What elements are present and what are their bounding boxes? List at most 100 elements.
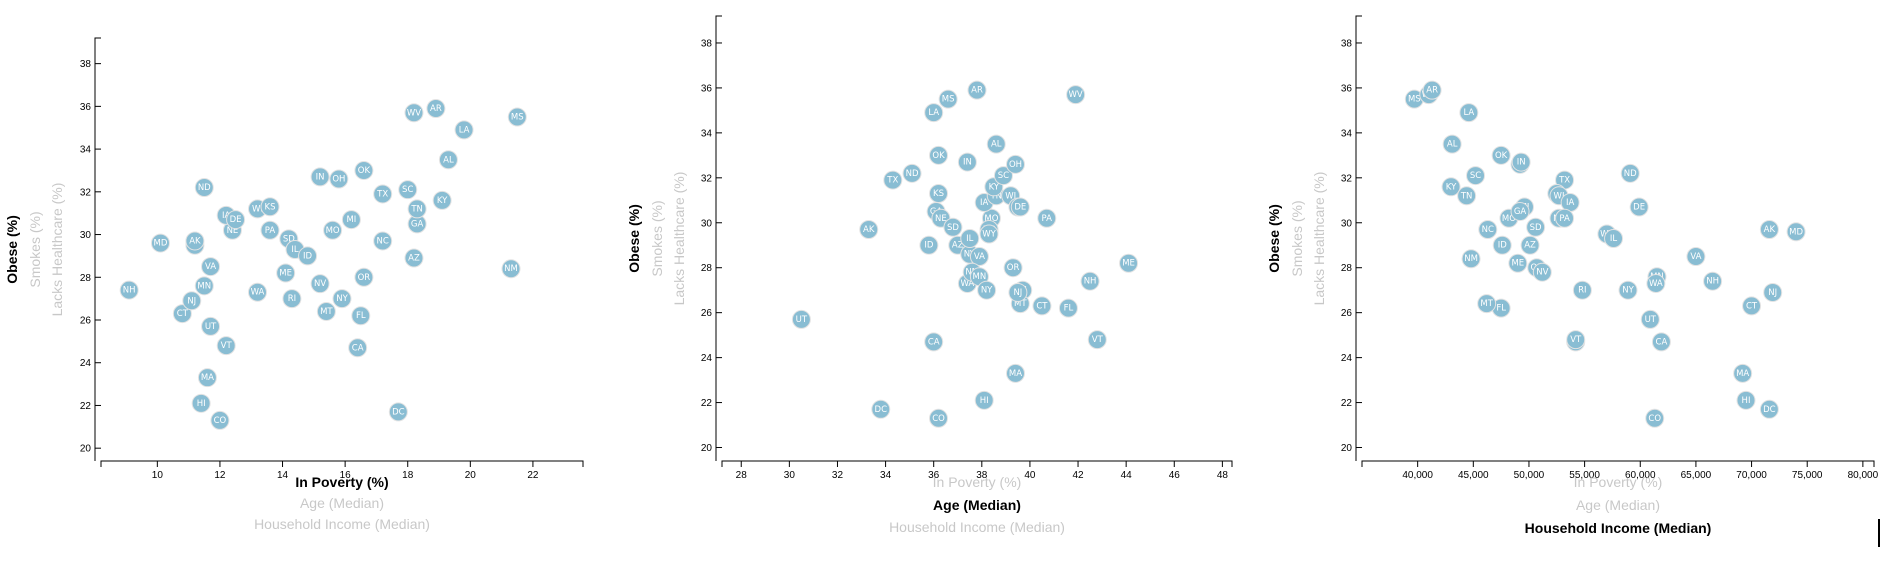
state-point-id[interactable]: [298, 246, 318, 266]
state-point-wv[interactable]: [1066, 85, 1086, 105]
state-point-az[interactable]: [404, 248, 424, 268]
y-axis-label-option-2[interactable]: Smokes (%): [1289, 200, 1305, 276]
state-point-co[interactable]: [1645, 408, 1665, 428]
y-axis-label-option-2[interactable]: Smokes (%): [649, 200, 665, 276]
state-point-hi[interactable]: [191, 393, 211, 413]
state-point-nj[interactable]: [1008, 282, 1028, 302]
state-point-hi[interactable]: [974, 390, 994, 410]
state-point-nh[interactable]: [1703, 271, 1723, 291]
state-point-ny[interactable]: [977, 280, 997, 300]
state-point-dc[interactable]: [1759, 399, 1779, 419]
state-point-hi[interactable]: [1736, 390, 1756, 410]
x-axis-label-option-3[interactable]: Household Income (Median): [1525, 520, 1712, 536]
state-point-pa[interactable]: [1037, 208, 1057, 228]
state-point-ny[interactable]: [1618, 280, 1638, 300]
y-axis-label-option-3[interactable]: Lacks Healthcare (%): [49, 183, 65, 317]
y-axis-label-option-2[interactable]: Smokes (%): [27, 211, 43, 287]
state-point-ar[interactable]: [426, 99, 446, 118]
x-axis-label-option-1[interactable]: In Poverty (%): [295, 474, 388, 490]
state-point-nj[interactable]: [182, 291, 202, 311]
state-point-il[interactable]: [1604, 229, 1624, 248]
state-point-ky[interactable]: [432, 190, 452, 210]
state-point-md[interactable]: [1786, 222, 1806, 242]
state-point-or[interactable]: [1003, 258, 1023, 278]
state-point-va[interactable]: [969, 246, 989, 266]
x-axis-label-option-3[interactable]: Household Income (Median): [889, 519, 1065, 535]
state-point-id[interactable]: [1492, 235, 1512, 255]
x-axis-label-option-1[interactable]: In Poverty (%): [1574, 474, 1663, 490]
state-point-nc[interactable]: [1478, 220, 1498, 240]
state-point-la[interactable]: [924, 103, 944, 123]
x-axis-label-option-2[interactable]: Age (Median): [1576, 497, 1660, 513]
state-point-ak[interactable]: [1759, 220, 1779, 240]
state-point-ak[interactable]: [859, 220, 879, 240]
state-point-vt[interactable]: [1087, 330, 1107, 350]
state-point-nd[interactable]: [1620, 163, 1640, 183]
state-point-ca[interactable]: [1651, 332, 1671, 352]
state-point-ct[interactable]: [172, 304, 192, 324]
state-point-nm[interactable]: [1461, 249, 1481, 269]
state-point-ct[interactable]: [1742, 296, 1762, 316]
y-axis-label-option-3[interactable]: Lacks Healthcare (%): [671, 172, 687, 306]
state-point-mn[interactable]: [194, 276, 214, 296]
state-point-nh[interactable]: [1080, 271, 1100, 291]
state-point-ok[interactable]: [354, 160, 374, 180]
state-point-ct[interactable]: [1032, 296, 1052, 316]
y-axis-label-option-1[interactable]: Obese (%): [4, 215, 20, 283]
state-point-dc[interactable]: [388, 402, 408, 422]
state-point-oh[interactable]: [329, 169, 349, 189]
state-point-va[interactable]: [201, 257, 221, 277]
state-point-wa[interactable]: [247, 282, 267, 302]
state-point-co[interactable]: [929, 408, 949, 428]
state-point-ut[interactable]: [1640, 309, 1660, 329]
state-point-ma[interactable]: [1005, 363, 1025, 383]
state-point-nh[interactable]: [119, 280, 139, 300]
state-point-sc[interactable]: [993, 166, 1013, 186]
state-point-mi[interactable]: [341, 210, 361, 230]
state-point-tx[interactable]: [883, 170, 903, 190]
state-point-fl[interactable]: [351, 306, 371, 326]
state-point-dc[interactable]: [871, 399, 891, 419]
state-point-oh[interactable]: [1005, 154, 1025, 174]
state-point-nv[interactable]: [310, 274, 330, 294]
state-point-la[interactable]: [454, 120, 474, 140]
state-point-wy[interactable]: [979, 224, 999, 244]
state-point-sc[interactable]: [398, 180, 418, 200]
state-point-ca[interactable]: [924, 332, 944, 352]
state-point-va[interactable]: [1686, 246, 1706, 266]
state-point-de[interactable]: [226, 210, 246, 230]
state-point-in[interactable]: [310, 167, 330, 187]
state-point-ok[interactable]: [929, 145, 949, 165]
x-axis-label-option-2[interactable]: Age (Median): [933, 497, 1021, 513]
state-point-mt[interactable]: [1477, 294, 1497, 314]
state-point-nj[interactable]: [1763, 282, 1783, 302]
x-axis-label-option-2[interactable]: Age (Median): [300, 495, 384, 511]
x-axis-label-option-1[interactable]: In Poverty (%): [933, 474, 1022, 490]
state-point-ms[interactable]: [507, 107, 527, 127]
state-point-vt[interactable]: [1566, 330, 1586, 350]
state-point-md[interactable]: [150, 233, 170, 253]
state-point-al[interactable]: [1442, 134, 1462, 154]
state-point-ky[interactable]: [1441, 177, 1461, 197]
state-point-ri[interactable]: [282, 289, 302, 309]
state-point-ms[interactable]: [938, 89, 958, 109]
state-point-ny[interactable]: [332, 289, 352, 309]
state-point-in[interactable]: [1511, 152, 1531, 172]
state-point-in[interactable]: [957, 152, 977, 172]
state-point-me[interactable]: [1119, 253, 1139, 273]
state-point-pa[interactable]: [260, 220, 280, 240]
state-point-de[interactable]: [1629, 197, 1649, 217]
state-point-or[interactable]: [354, 267, 374, 287]
state-point-il[interactable]: [960, 229, 980, 248]
state-point-de[interactable]: [1010, 197, 1030, 217]
state-point-nd[interactable]: [194, 178, 214, 198]
state-point-id[interactable]: [919, 235, 939, 255]
state-point-sc[interactable]: [1466, 166, 1486, 186]
state-point-ok[interactable]: [1491, 145, 1511, 165]
state-point-pa[interactable]: [1555, 208, 1575, 228]
state-point-me[interactable]: [1508, 253, 1528, 273]
state-point-mt[interactable]: [316, 301, 336, 321]
state-point-vt[interactable]: [216, 336, 236, 356]
state-point-al[interactable]: [438, 150, 458, 170]
state-point-fl[interactable]: [1058, 298, 1078, 318]
